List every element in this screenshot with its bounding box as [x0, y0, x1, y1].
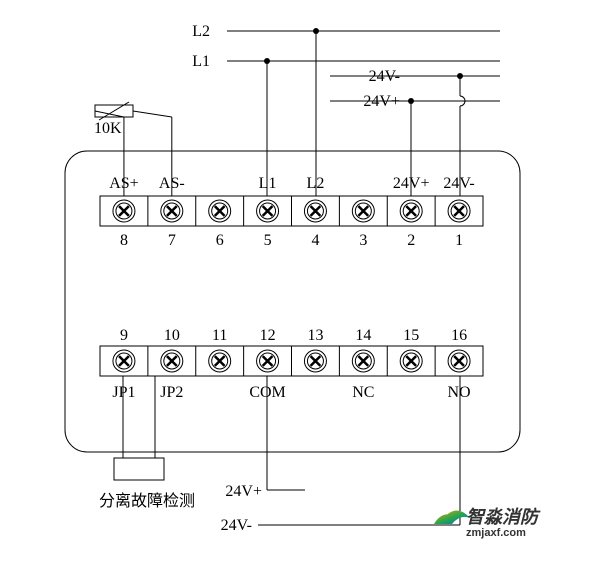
- bot-label-7: NO: [448, 384, 471, 401]
- bot-num-0: 9: [120, 327, 128, 344]
- screw-terminal: [161, 350, 183, 372]
- screw-terminal: [113, 350, 135, 372]
- screw-terminal: [161, 200, 183, 222]
- screw-terminal: [400, 200, 422, 222]
- top-num-7: 1: [455, 232, 463, 249]
- screw-terminal: [448, 200, 470, 222]
- screw-terminal: [209, 200, 231, 222]
- screw-terminal: [257, 350, 279, 372]
- bot-num-1: 10: [164, 327, 180, 344]
- top-label-6: 24V+: [393, 175, 430, 192]
- top-num-4: 4: [311, 232, 319, 249]
- bus-label-24Vminus: 24V-: [369, 68, 400, 85]
- bot-label-3: COM: [249, 384, 285, 401]
- bot-num-5: 14: [355, 327, 371, 344]
- top-num-2: 6: [216, 232, 224, 249]
- top-label-3: L1: [259, 175, 277, 192]
- bot-label-1: JP2: [160, 384, 183, 401]
- top-label-7: 24V-: [443, 175, 474, 192]
- screw-terminal: [400, 350, 422, 372]
- top-num-3: 5: [264, 232, 272, 249]
- bot-num-3: 12: [260, 327, 276, 344]
- top-num-6: 2: [407, 232, 415, 249]
- resistor-label: 10K: [94, 120, 122, 137]
- screw-terminal: [352, 200, 374, 222]
- bus-label-L2: L2: [192, 23, 210, 40]
- bot-num-4: 13: [307, 327, 323, 344]
- screw-terminal: [448, 350, 470, 372]
- bus-label-L1: L1: [192, 53, 210, 70]
- top-num-5: 3: [359, 232, 367, 249]
- fault-detect-label: 分离故障检测: [99, 492, 195, 510]
- top-label-4: L2: [307, 175, 325, 192]
- screw-terminal: [113, 200, 135, 222]
- screw-terminal: [257, 200, 279, 222]
- bot-num-6: 15: [403, 327, 419, 344]
- top-num-0: 8: [120, 232, 128, 249]
- bot-num-7: 16: [451, 327, 467, 344]
- top-label-1: AS-: [159, 175, 185, 192]
- fault-detect-box: [114, 458, 164, 480]
- watermark: 智淼消防zmjaxf.com: [434, 507, 541, 539]
- bus-label-24Vplus: 24V+: [363, 93, 400, 110]
- top-num-1: 7: [168, 232, 176, 249]
- screw-terminal: [352, 350, 374, 372]
- watermark-url: zmjaxf.com: [466, 527, 526, 539]
- com-24v+label: 24V+: [225, 483, 262, 500]
- screw-terminal: [304, 200, 326, 222]
- screw-terminal: [304, 350, 326, 372]
- bot-label-5: NC: [352, 384, 374, 401]
- watermark-brand: 智淼消防: [466, 507, 541, 527]
- top-label-0: AS+: [109, 175, 138, 192]
- bot-num-2: 11: [212, 327, 227, 344]
- no-24v-label: 24V-: [221, 517, 252, 534]
- screw-terminal: [209, 350, 231, 372]
- bot-label-0: JP1: [112, 384, 135, 401]
